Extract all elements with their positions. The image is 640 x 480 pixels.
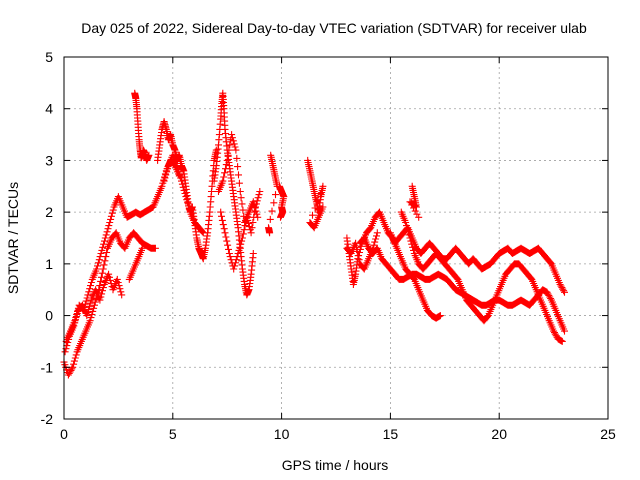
- y-tick-label: 3: [45, 152, 53, 168]
- data-point-markers: [125, 244, 146, 283]
- data-point-markers: [265, 151, 281, 237]
- data-point-markers: [210, 89, 257, 299]
- axis-ticks: 0 5 10 15 20 25 -2 -1 0 1 2 3 4 5: [41, 49, 616, 442]
- series-h: [210, 89, 257, 299]
- y-tick-label: 1: [45, 256, 53, 272]
- series-j: [217, 188, 264, 273]
- data-point-markers: [61, 270, 126, 356]
- data-point-markers: [217, 188, 264, 273]
- grid-lines: [64, 57, 608, 419]
- data-point-markers: [60, 229, 159, 379]
- data-point-markers: [397, 208, 566, 345]
- data-point-markers: [131, 89, 153, 164]
- series-k: [265, 151, 281, 237]
- series-c: [61, 270, 126, 356]
- data-point-markers: [62, 156, 183, 345]
- plot-frame: [63, 56, 609, 420]
- series-d: [131, 89, 153, 164]
- series-a: [60, 229, 159, 379]
- series-b: [62, 156, 183, 345]
- data-point-markers: [343, 229, 381, 273]
- y-tick-label: 2: [45, 204, 53, 220]
- chart-title: Day 025 of 2022, Sidereal Day-to-day VTE…: [81, 20, 587, 36]
- data-point-markers: [304, 156, 327, 232]
- y-tick-label: 0: [45, 308, 53, 324]
- series-s: [343, 229, 381, 273]
- y-axis-label: SDTVAR / TECUs: [5, 182, 21, 294]
- data-points: [60, 89, 568, 379]
- x-tick-label: 25: [600, 426, 616, 442]
- x-axis-label: GPS time / hours: [282, 457, 389, 473]
- data-point-markers: [406, 182, 423, 221]
- x-tick-label: 10: [274, 426, 290, 442]
- y-tick-label: -1: [41, 359, 54, 375]
- data-point-markers: [275, 182, 288, 221]
- series-g: [160, 151, 207, 237]
- series-e: [125, 244, 146, 283]
- x-tick-label: 0: [60, 426, 68, 442]
- series-q: [397, 208, 566, 345]
- y-tick-label: 4: [45, 101, 53, 117]
- x-tick-label: 20: [491, 426, 507, 442]
- series-m: [304, 156, 327, 232]
- series-l: [275, 182, 288, 221]
- y-tick-label: -2: [41, 411, 54, 427]
- x-tick-label: 15: [383, 426, 399, 442]
- series-r: [406, 182, 423, 221]
- y-tick-label: 5: [45, 49, 53, 65]
- data-point-markers: [160, 151, 207, 237]
- x-tick-label: 5: [169, 426, 177, 442]
